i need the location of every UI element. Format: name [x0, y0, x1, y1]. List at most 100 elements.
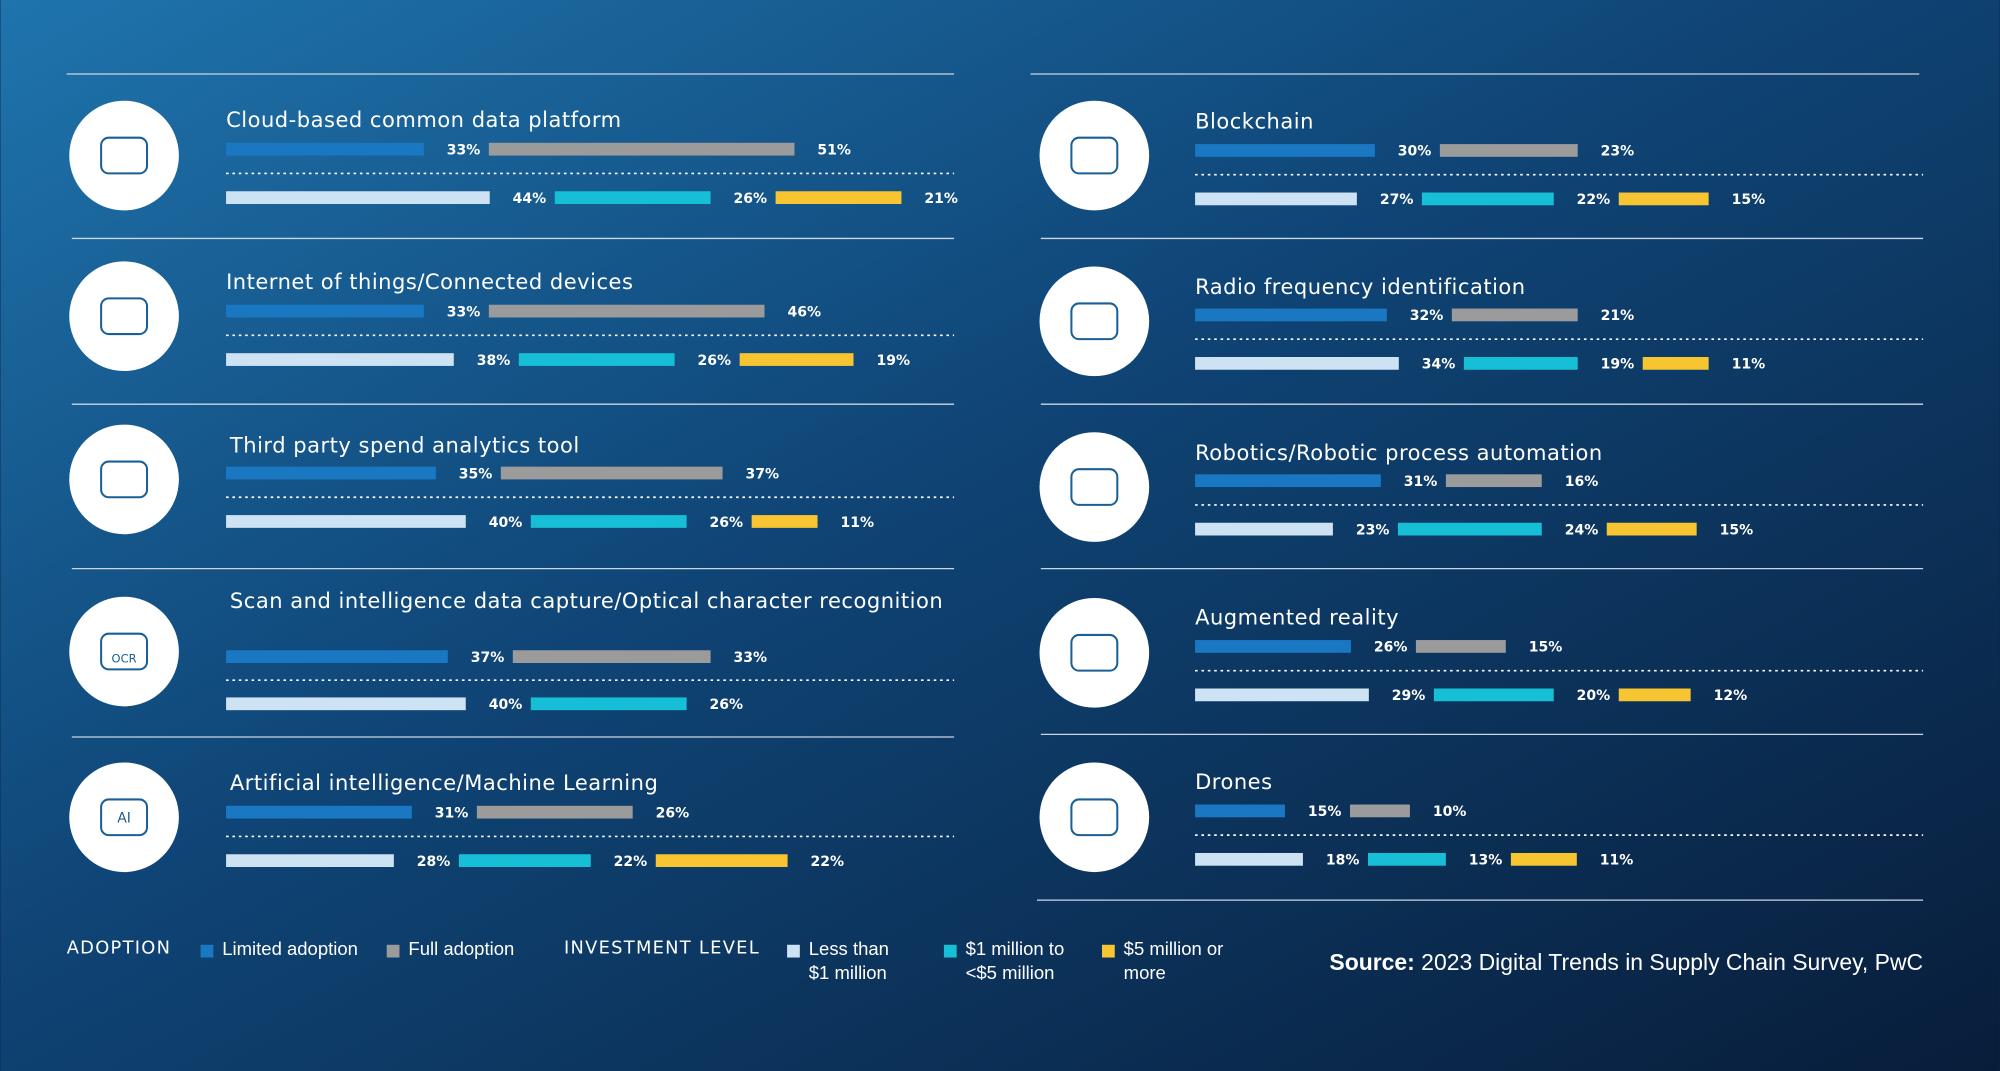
- value-label: 22%: [811, 854, 845, 870]
- icon-glyph: [1070, 468, 1119, 506]
- bar: [476, 805, 633, 819]
- value-label: 34%: [1422, 357, 1456, 373]
- source: Source: 2023 Digital Trends in Supply Cha…: [1329, 949, 1923, 975]
- panel: Augmented reality 26% 15% 29% 20% 12%: [1039, 597, 1924, 708]
- bar: [512, 650, 711, 663]
- icon-glyph: [100, 297, 149, 336]
- value-label: 11%: [840, 515, 874, 531]
- bar: [1195, 522, 1333, 536]
- bar: [1195, 308, 1387, 322]
- icon-circle: [1039, 432, 1150, 542]
- bar: [518, 353, 675, 366]
- icon-circle: [1039, 266, 1150, 377]
- bar: [226, 854, 394, 867]
- legend-group-title: INVESTMENT LEVEL: [563, 938, 760, 959]
- value-label: 33%: [447, 142, 481, 158]
- value-label: 37%: [746, 466, 780, 482]
- bar: [1433, 688, 1554, 702]
- bar: [226, 142, 424, 156]
- bar: [751, 515, 818, 528]
- bar: [1415, 640, 1506, 653]
- legend-label: Full adoption: [408, 939, 515, 961]
- bar: [226, 650, 448, 663]
- value-label: 19%: [1601, 357, 1635, 373]
- bar: [500, 466, 723, 480]
- panel-title: Radio frequency identification: [1195, 274, 1526, 299]
- value-label: 31%: [1404, 474, 1438, 490]
- bar: [1195, 852, 1303, 866]
- value-label: 35%: [459, 466, 493, 482]
- bar: [488, 304, 765, 318]
- value-label: 21%: [1601, 308, 1635, 324]
- bar: [1463, 357, 1578, 370]
- bar: [1195, 192, 1357, 206]
- value-label: 38%: [477, 353, 511, 369]
- value-label: 27%: [1380, 192, 1414, 208]
- value-label: 26%: [710, 515, 744, 531]
- icon-circle: [69, 762, 179, 873]
- panel: Radio frequency identification 32% 21% 34% 1…: [1039, 266, 1924, 377]
- icon-circle: [69, 100, 179, 211]
- bar: [226, 697, 466, 711]
- icon-glyph: [100, 460, 149, 499]
- panel: Drones 15% 10% 18% 13% 11%: [1039, 762, 1924, 873]
- value-label: 44%: [513, 191, 547, 207]
- value-label: 46%: [787, 304, 821, 320]
- legend: ADOPTION INVESTMENT LEVEL Limited adoption…: [66, 938, 1224, 985]
- value-label: 19%: [876, 353, 910, 369]
- bar: [1510, 852, 1577, 866]
- icon-circle: [1039, 762, 1150, 873]
- legend-swatch: [1102, 944, 1115, 958]
- legend-swatch: [943, 944, 957, 958]
- panel-title: Internet of things/Connected devices: [226, 269, 633, 294]
- value-label: 18%: [1326, 853, 1360, 869]
- value-label: 10%: [1433, 804, 1467, 820]
- bar: [1451, 308, 1578, 322]
- value-label: 15%: [1732, 192, 1766, 208]
- value-label: 20%: [1577, 688, 1611, 704]
- value-label: 12%: [1714, 688, 1748, 704]
- legend-swatch: [386, 944, 400, 958]
- panel: Blockchain 30% 23% 27% 22% 15%: [1039, 100, 1924, 211]
- bar: [226, 515, 466, 528]
- value-label: 26%: [656, 805, 690, 821]
- icon-glyph: [1070, 136, 1119, 175]
- bar: [1618, 192, 1709, 206]
- value-label: 15%: [1720, 522, 1754, 538]
- panel: AI Artificial intelligence/Machine Learni…: [69, 762, 955, 873]
- value-label: 29%: [1392, 688, 1426, 704]
- bar: [488, 142, 795, 156]
- value-label: 23%: [1356, 522, 1390, 538]
- legend-label: $5 million or more: [1123, 939, 1224, 985]
- bar: [1439, 144, 1578, 157]
- icon-circle: [1039, 597, 1150, 708]
- value-label: 24%: [1565, 522, 1599, 538]
- bar: [458, 854, 591, 867]
- bar: [1367, 852, 1446, 866]
- icon-glyph: [100, 632, 149, 671]
- panel-title: Third party spend analytics tool: [229, 432, 580, 457]
- value-label: 22%: [614, 854, 648, 870]
- legend-group-title: ADOPTION: [66, 938, 172, 959]
- bar: [1195, 804, 1285, 818]
- icon-circle: [69, 596, 179, 707]
- bar: [1195, 688, 1369, 702]
- value-label: 32%: [1410, 308, 1444, 324]
- bar: [226, 304, 424, 318]
- value-label: 37%: [471, 650, 505, 666]
- value-label: 16%: [1565, 474, 1599, 490]
- panel: Third party spend analytics tool 35% 37% 40…: [69, 424, 955, 535]
- bar: [226, 191, 490, 204]
- value-label: 26%: [734, 191, 768, 207]
- panel-title: Scan and intelligence data capture/Optic…: [230, 588, 943, 613]
- value-label: 31%: [435, 805, 469, 821]
- value-label: 26%: [1374, 640, 1408, 656]
- value-label: 26%: [698, 353, 732, 369]
- bar: [1445, 474, 1542, 488]
- panel-title: Blockchain: [1195, 108, 1314, 133]
- bar: [1618, 688, 1691, 702]
- bar: [226, 805, 412, 819]
- icon-circle: [69, 261, 179, 372]
